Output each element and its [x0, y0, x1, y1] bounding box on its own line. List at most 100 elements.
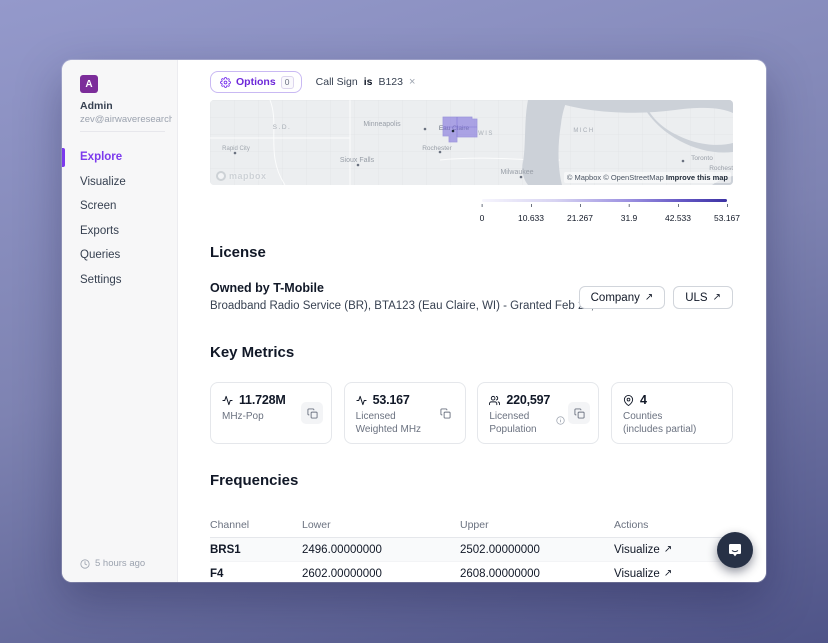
metric-value: 53.167	[372, 393, 410, 407]
table-header-row: Channel Lower Upper Actions	[210, 512, 733, 538]
cell-channel: F4	[210, 567, 224, 580]
license-owner: Owned by T-Mobile	[210, 281, 324, 295]
app-window: A Admin zev@airwaveresearch.... Explore …	[62, 60, 766, 582]
external-link-icon: ↗	[663, 568, 673, 579]
company-button-label: Company	[590, 291, 640, 304]
scale-tick: 42.533	[665, 204, 691, 226]
map-label-mich: MICH	[573, 128, 594, 134]
cell-lower: 2496.00000000	[302, 543, 382, 556]
copy-icon	[306, 407, 318, 419]
uls-button-label: ULS	[685, 291, 708, 304]
filter-operator: is	[363, 76, 373, 88]
column-header-actions: Actions	[614, 518, 649, 531]
filter-field: Call Sign	[315, 76, 358, 88]
cell-channel: BRS1	[210, 543, 241, 556]
mapbox-logo-icon	[216, 171, 226, 181]
sidebar-item-explore[interactable]: Explore	[62, 145, 177, 170]
metric-value: 220,597	[506, 393, 551, 407]
options-button[interactable]: Options 0	[210, 71, 302, 93]
metric-card-counties: 4 Counties (includes partial)	[610, 382, 733, 444]
frequencies-table: Channel Lower Upper Actions BRS1 2496.00…	[210, 512, 733, 582]
copy-button[interactable]	[568, 402, 591, 424]
metric-card-mhz-pop: 11.728M MHz-Pop	[210, 382, 332, 444]
metric-label: Counties (includes partial)	[622, 411, 697, 435]
external-link-icon: ↗	[644, 292, 654, 303]
visualize-link[interactable]: Visualize ↗	[614, 543, 673, 556]
filter-value: B123	[378, 76, 403, 88]
map-label-rapid-city: Rapid City	[222, 146, 250, 152]
map-label-wis: WIS	[478, 131, 494, 137]
column-header-lower: Lower	[302, 518, 331, 531]
key-metrics-heading: Key Metrics	[210, 344, 295, 361]
scale-tick: 53.167	[714, 204, 740, 226]
sidebar-item-screen[interactable]: Screen	[80, 200, 117, 212]
company-button[interactable]: Company ↗	[578, 286, 666, 309]
metric-cards: 11.728M MHz-Pop 53.167 Licensed Weighted…	[210, 382, 733, 444]
attribution-mapbox-link[interactable]: © Mapbox	[566, 173, 602, 182]
metric-card-weighted-mhz: 53.167 Licensed Weighted MHz	[343, 382, 466, 444]
map-label-sd: S.D.	[273, 124, 292, 131]
frequencies-heading: Frequencies	[210, 472, 299, 489]
sidebar-item-exports[interactable]: Exports	[80, 224, 119, 237]
activity-icon	[222, 395, 233, 405]
license-details: Broadband Radio Service (BR), BTA123 (Ea…	[210, 300, 623, 312]
last-updated: 5 hours ago	[80, 558, 145, 569]
license-buttons: Company ↗ ULS ↗	[578, 286, 733, 309]
copy-button[interactable]	[435, 402, 457, 424]
attribution-osm-link[interactable]: © OpenStreetMap	[603, 173, 664, 182]
sidebar-item-queries[interactable]: Queries	[80, 249, 121, 261]
table-row: F4 2602.00000000 2608.00000000 Visualize…	[210, 562, 733, 582]
activity-icon	[356, 395, 367, 405]
visualize-link[interactable]: Visualize ↗	[614, 567, 673, 580]
cell-lower: 2602.00000000	[302, 567, 382, 580]
uls-button[interactable]: ULS ↗	[673, 286, 733, 309]
map-graphic: Minneapolis S.D. Rapid City Sioux Falls …	[210, 100, 733, 185]
options-label: Options	[236, 76, 276, 88]
license-area-polygon	[442, 116, 478, 143]
filter-remove-icon[interactable]: ×	[409, 76, 416, 88]
metric-value: 11.728M	[239, 393, 286, 407]
user-name: Admin	[80, 100, 113, 112]
table-row: BRS1 2496.00000000 2502.00000000 Visuali…	[210, 538, 733, 562]
map-label-rochester-mn: Rochester	[422, 145, 452, 152]
map-label-sioux-falls: Sioux Falls	[340, 157, 375, 164]
mapbox-logo-text: mapbox	[229, 171, 267, 181]
sidebar-item-settings[interactable]: Settings	[80, 273, 122, 286]
sidebar-item-visualize[interactable]: Visualize	[80, 175, 126, 188]
chat-launcher-button[interactable]	[717, 532, 753, 568]
choropleth-scale-legend: 0 10.633 21.267 31.9 42.533 53.167	[480, 199, 740, 223]
lake-michigan	[522, 100, 567, 185]
metric-label: Licensed Weighted MHz	[355, 411, 422, 435]
metric-label: Licensed Population	[489, 411, 537, 435]
scale-tick: 21.267	[567, 204, 593, 226]
cell-upper: 2502.00000000	[460, 543, 540, 556]
info-icon[interactable]	[556, 416, 565, 425]
map-canvas[interactable]: Minneapolis S.D. Rapid City Sioux Falls …	[210, 100, 733, 185]
copy-icon	[440, 407, 451, 419]
license-heading: License	[210, 244, 266, 261]
map-label-rochester-ny: Rochester	[709, 165, 733, 172]
user-email: zev@airwaveresearch....	[80, 114, 172, 125]
external-link-icon: ↗	[712, 292, 721, 303]
sidebar: A Admin zev@airwaveresearch.... Explore …	[62, 60, 178, 582]
chat-bubble-icon	[729, 544, 741, 557]
map-label-milwaukee: Milwaukee	[500, 169, 533, 176]
options-count-badge: 0	[280, 75, 294, 89]
attribution-improve-link[interactable]: Improve this map	[665, 173, 728, 182]
map-attribution: © Mapbox © OpenStreetMap Improve this ma…	[563, 172, 731, 183]
metric-value: 4	[639, 393, 647, 407]
filter-chip-callsign[interactable]: Call Sign is B123 ×	[316, 76, 416, 88]
filter-bar: Options 0 Call Sign is B123 ×	[210, 71, 415, 93]
map-city-dots	[233, 127, 685, 179]
external-link-icon: ↗	[663, 544, 673, 555]
sidebar-divider	[80, 131, 165, 132]
map-pin-icon	[623, 394, 634, 406]
column-header-upper: Upper	[460, 518, 489, 531]
metric-label: MHz-Pop	[222, 411, 264, 422]
mapbox-logo[interactable]: mapbox	[216, 171, 267, 181]
map-label-minneapolis: Minneapolis	[363, 121, 401, 128]
people-icon	[489, 395, 501, 405]
copy-button[interactable]	[301, 402, 323, 424]
scale-gradient-bar	[482, 199, 727, 202]
